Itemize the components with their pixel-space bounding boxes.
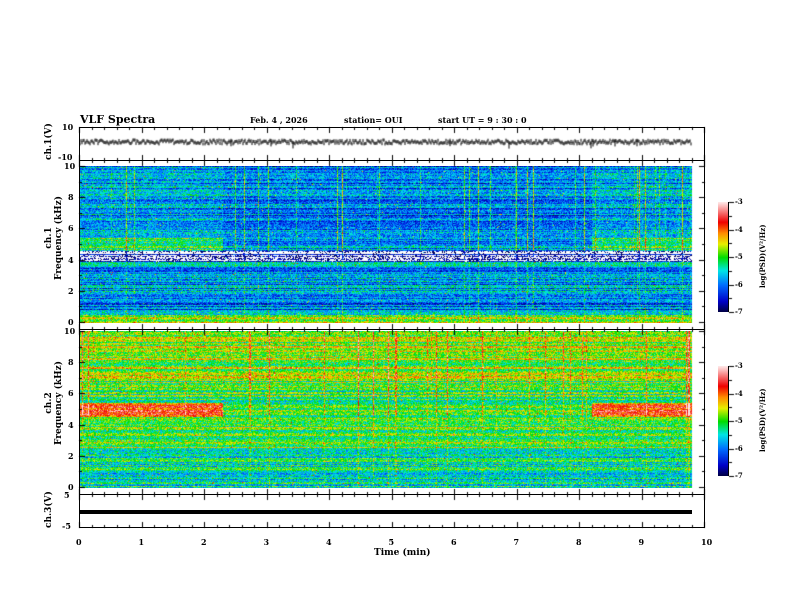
- date-label: Feb. 4 , 2026: [250, 115, 308, 125]
- x-tick-label: 3: [263, 537, 270, 547]
- x-tick-label: 6: [451, 537, 457, 547]
- ch1-ytick-top: 10: [62, 122, 74, 132]
- colorbar-tick-label: -4: [735, 224, 743, 234]
- y-tick-label: 8: [68, 192, 74, 203]
- x-tick-label: 5: [388, 537, 395, 547]
- y-tick-label: 8: [68, 357, 74, 368]
- colorbar-tick-label: -6: [735, 443, 743, 453]
- colorbar-tick-label: -5: [735, 252, 743, 261]
- ch3-ytick-top: 5: [64, 490, 70, 500]
- colorbar-tick-label: -5: [735, 416, 743, 425]
- x-tick-label: 7: [513, 537, 520, 547]
- ch3-ylabel: ch.3(V): [44, 491, 54, 528]
- ch1-ytick-bottom: -10: [58, 152, 73, 162]
- ylabel-line1: ch.1: [44, 227, 54, 249]
- colorbar-tick-label: -7: [735, 307, 743, 316]
- colorbar-tick-label: -7: [735, 471, 743, 480]
- ylabel-line2: Frequency (kHz): [54, 195, 64, 280]
- y-tick-label: 10: [64, 326, 76, 336]
- ch1-ylabel: ch.1(V): [44, 123, 54, 160]
- ch3-ytick-bottom: -5: [62, 521, 71, 531]
- ch1-colorbar-label: log(PSD)(V²/Hz): [758, 224, 767, 288]
- colorbar-tick-label: -3: [735, 361, 743, 370]
- ylabel-line1: ch.2: [44, 392, 54, 414]
- x-tick-label: 8: [576, 537, 582, 547]
- y-tick-label: 4: [68, 254, 74, 265]
- colorbar-tick-label: -3: [735, 197, 743, 206]
- y-tick-label: 2: [68, 450, 74, 461]
- station-label: station= OUI: [344, 115, 403, 125]
- y-tick-label: 4: [68, 419, 74, 430]
- y-tick-label: 10: [64, 161, 76, 171]
- x-tick-label: 1: [138, 537, 145, 547]
- x-tick-label: 9: [638, 537, 645, 547]
- plot-title: VLF Spectra: [80, 113, 156, 126]
- x-tick-label: 4: [326, 537, 332, 547]
- colorbar-tick-label: -4: [735, 388, 743, 398]
- colorbar-tick-label: -6: [735, 279, 743, 289]
- y-tick-label: 6: [68, 223, 74, 234]
- y-tick-label: 0: [68, 317, 74, 327]
- ch2-spectrogram-ylabel: ch.2 Frequency (kHz): [44, 361, 64, 445]
- y-tick-label: 6: [68, 388, 74, 399]
- y-tick-label: 0: [68, 482, 74, 492]
- ch2-colorbar-label: log(PSD)(V²/Hz): [758, 388, 767, 452]
- start-time-label: start UT = 9 : 30 : 0: [438, 115, 527, 125]
- ch1-spectrogram-ylabel: ch.1 Frequency (kHz): [44, 196, 64, 280]
- x-tick-label: 0: [76, 537, 82, 547]
- x-tick-label: 10: [701, 537, 713, 547]
- ylabel-line2: Frequency (kHz): [54, 360, 64, 445]
- x-tick-label: 2: [201, 537, 207, 547]
- y-tick-label: 2: [68, 285, 74, 296]
- x-axis-label: Time (min): [374, 548, 431, 558]
